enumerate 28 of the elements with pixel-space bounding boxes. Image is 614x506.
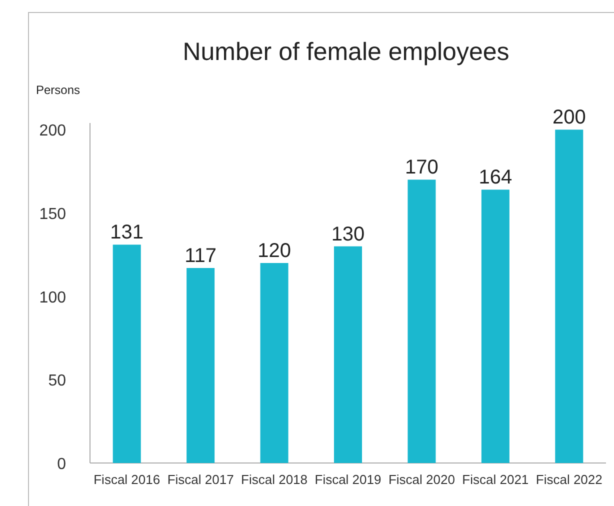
data-label: 130 (331, 223, 365, 246)
x-tick-label: Fiscal 2021 (462, 472, 529, 487)
y-tick-label: 200 (39, 122, 66, 140)
x-tick-label: Fiscal 2016 (94, 472, 160, 487)
data-label: 117 (184, 245, 217, 267)
bar (555, 130, 584, 463)
data-label: 164 (478, 166, 512, 189)
y-tick-label: 100 (39, 289, 66, 306)
y-tick-label: 150 (39, 206, 66, 223)
bar (186, 268, 215, 463)
data-label: 131 (110, 222, 144, 244)
bar (408, 180, 436, 463)
bar (260, 263, 288, 463)
bar (112, 244, 141, 463)
y-axis-title: Persons (36, 83, 80, 97)
bar (481, 190, 510, 463)
y-tick-label: 0 (57, 456, 66, 473)
data-label: 200 (552, 106, 586, 129)
x-tick-label: Fiscal 2020 (388, 472, 455, 487)
data-label: 170 (405, 156, 438, 179)
chart-title: Number of female employees (182, 38, 510, 66)
bar (334, 246, 362, 463)
data-label: 120 (258, 240, 291, 262)
x-tick-label: Fiscal 2019 (314, 472, 382, 487)
x-tick-label: Fiscal 2017 (167, 472, 234, 487)
x-tick-label: Fiscal 2022 (536, 472, 602, 487)
x-tick-label: Fiscal 2018 (241, 472, 308, 487)
y-tick-label: 50 (48, 372, 66, 390)
